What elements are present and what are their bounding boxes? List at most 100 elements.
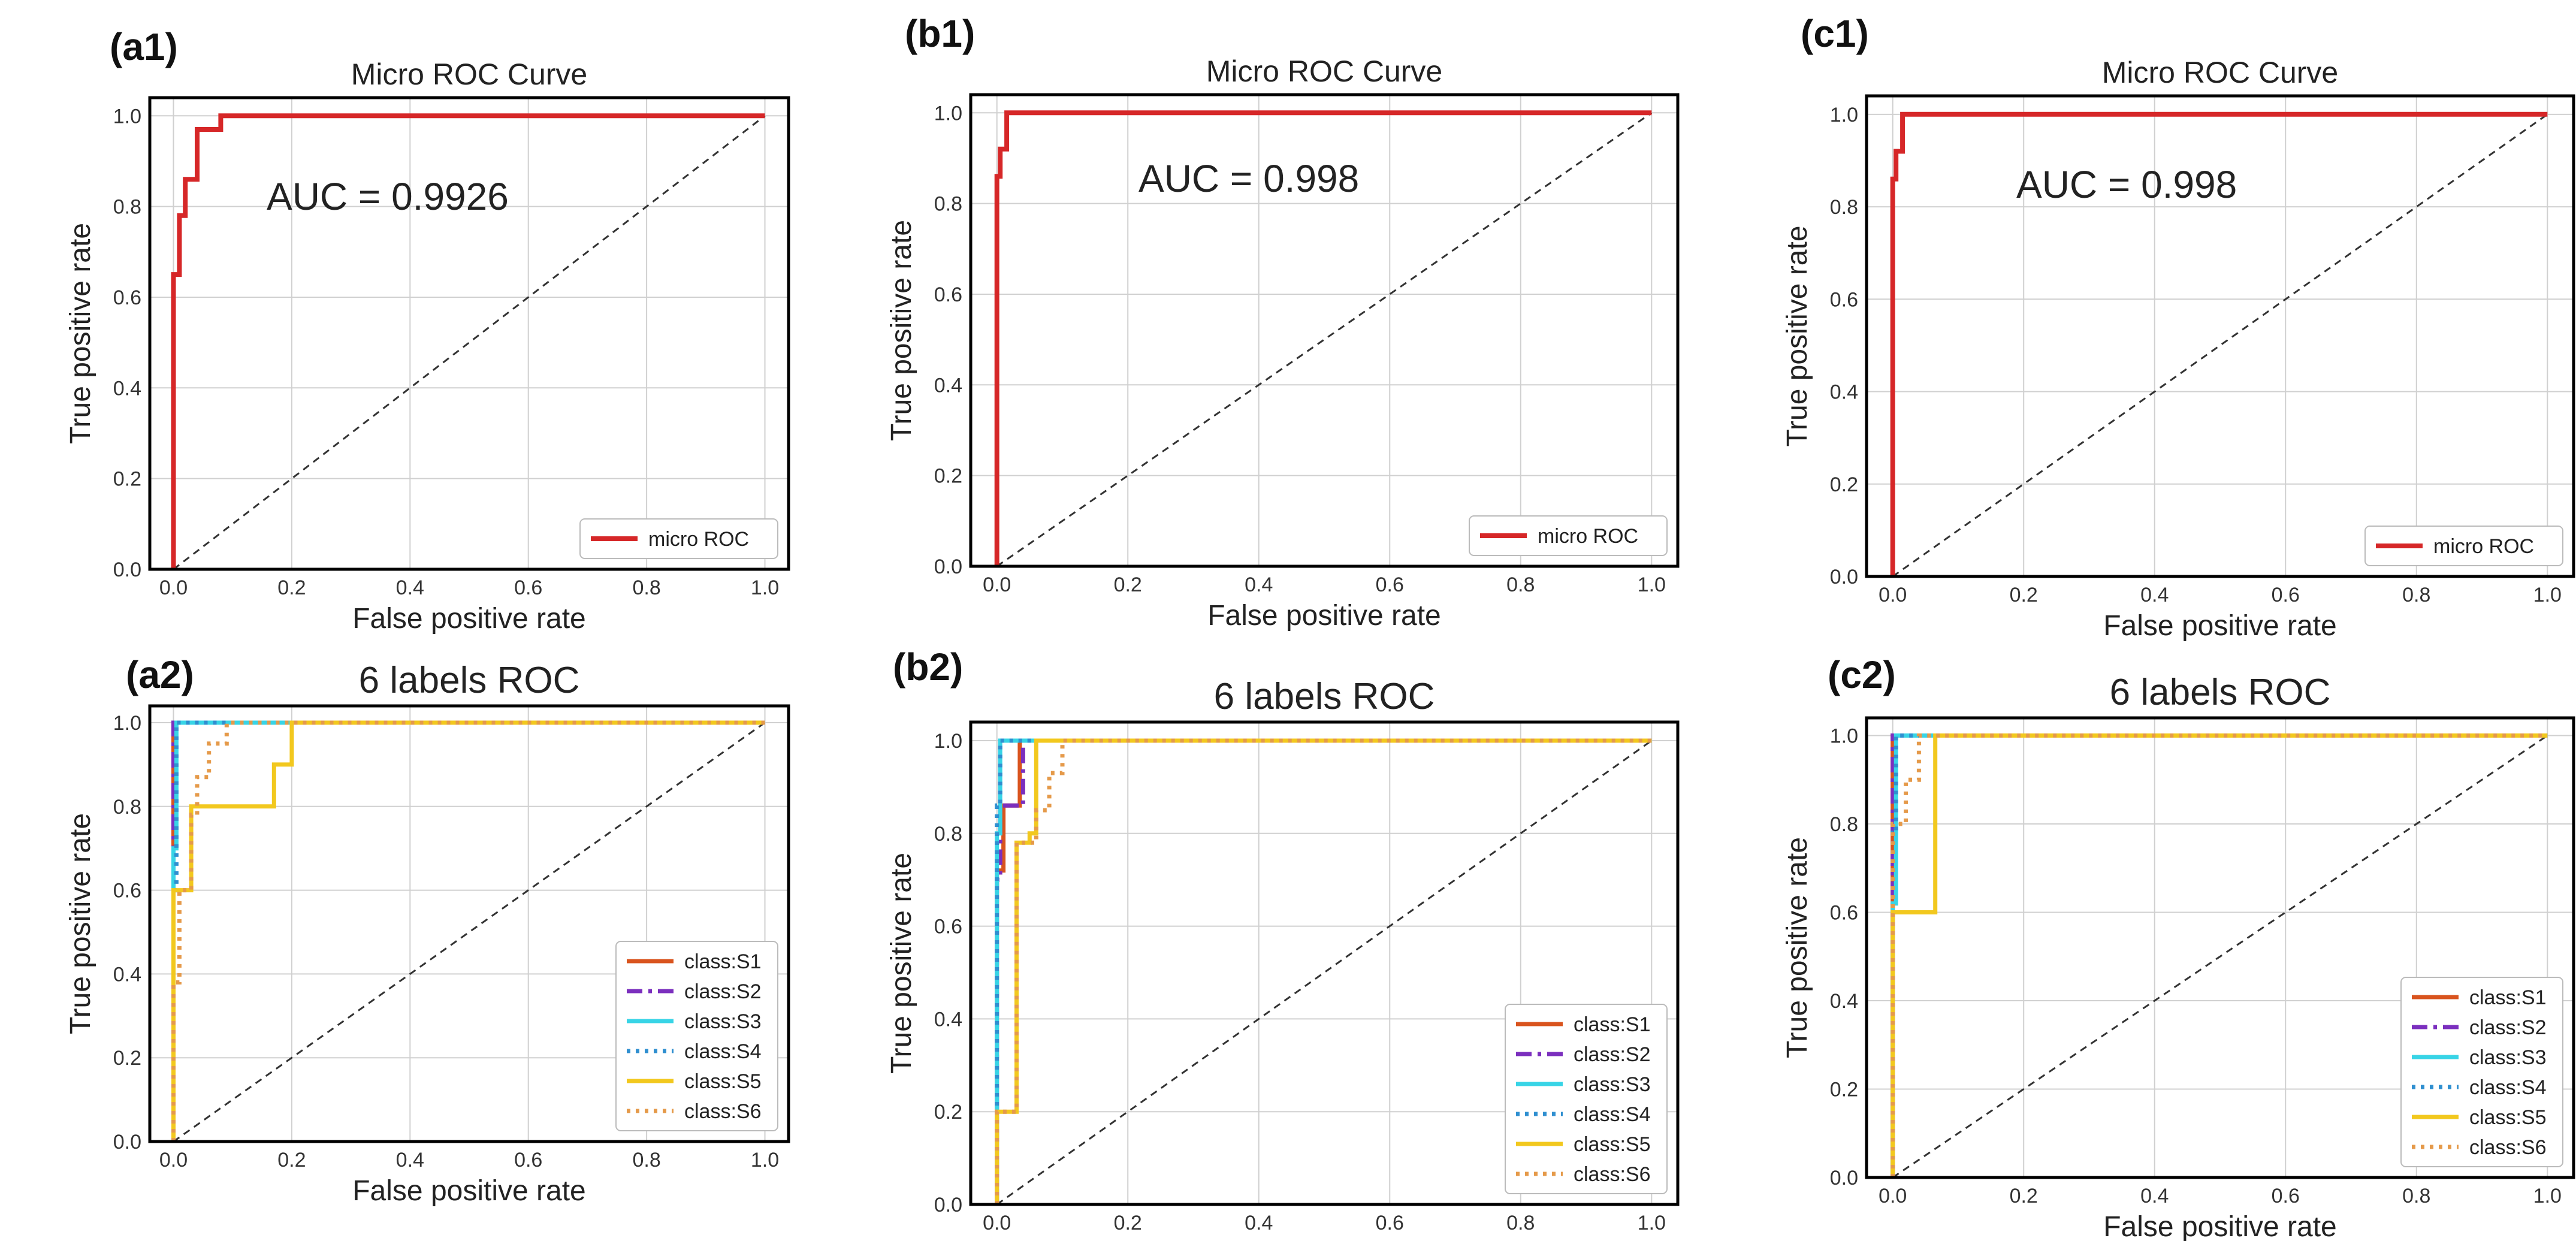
x-axis-label: False positive rate xyxy=(352,603,586,635)
chart-panel-4: (a2) 6 labels ROC 0.0 0.2 0.4 0.6 0.8 1.0 0.0 0.2… xyxy=(65,653,790,1207)
x-tick-label: 0.6 xyxy=(514,1149,542,1171)
plot-frame xyxy=(148,704,790,1143)
legend-box xyxy=(579,518,778,559)
y-tick-label: 0.4 xyxy=(934,1008,962,1031)
plot-frame xyxy=(148,96,790,571)
y-tick-label: 1.0 xyxy=(113,105,141,128)
panel-label: (c2) xyxy=(1828,653,1896,696)
y-axis-label: True positive rate xyxy=(65,223,96,444)
y-tick-label: 0.8 xyxy=(113,196,141,219)
y-tick-label: 0.8 xyxy=(1830,813,1858,836)
panel-label: (a2) xyxy=(126,653,194,696)
legend-box xyxy=(2364,526,2563,566)
x-tick-label: 0.2 xyxy=(2010,584,2038,606)
y-axis-label: True positive rate xyxy=(1781,225,1813,446)
x-tick-label: 0.8 xyxy=(1506,573,1535,596)
x-axis-label: False positive rate xyxy=(352,1175,586,1207)
legend: class:S1 class:S2 class:S3 class:S4 class:S5… xyxy=(615,941,778,1131)
series-line-class-s5 xyxy=(171,720,765,1142)
y-tick-label: 0.4 xyxy=(113,377,141,400)
x-tick-label: 0.8 xyxy=(2402,1185,2430,1207)
chance-diagonal xyxy=(173,115,766,570)
plot-frame xyxy=(1865,716,2575,1179)
legend-box xyxy=(1505,1004,1668,1194)
y-tick-label: 0.2 xyxy=(1830,1079,1858,1101)
y-tick-label: 0.0 xyxy=(934,555,962,578)
x-tick-label: 0.0 xyxy=(983,573,1011,596)
x-tick-label: 0.4 xyxy=(2140,1185,2169,1207)
y-axis-label: True positive rate xyxy=(65,813,96,1034)
y-tick-label: 0.6 xyxy=(934,916,962,938)
y-tick-label: 0.2 xyxy=(934,1101,962,1124)
chance-diagonal xyxy=(996,739,1653,1206)
chart-title: 6 labels ROC xyxy=(359,660,580,701)
x-axis-label: False positive rate xyxy=(1207,1238,1441,1241)
legend: micro ROC xyxy=(2364,526,2563,566)
x-tick-label: 0.4 xyxy=(1245,573,1273,596)
x-tick-label: 0.8 xyxy=(2402,584,2430,606)
x-tick-label: 0.4 xyxy=(2140,584,2169,606)
series-line-micro-roc xyxy=(1890,111,2548,576)
x-tick-label: 0.2 xyxy=(1114,1212,1142,1234)
chart-title: Micro ROC Curve xyxy=(1206,55,1442,88)
x-tick-label: 0.4 xyxy=(396,1149,424,1171)
chart-title: Micro ROC Curve xyxy=(2102,56,2338,89)
x-tick-label: 0.0 xyxy=(1879,584,1907,606)
x-tick-label: 0.8 xyxy=(1506,1212,1535,1234)
chance-diagonal xyxy=(1892,735,2548,1179)
y-axis-label: True positive rate xyxy=(886,853,917,1074)
chart-title: 6 labels ROC xyxy=(2110,672,2331,713)
legend-entry: class:S2 xyxy=(1574,1043,1651,1066)
legend-box xyxy=(1469,515,1668,556)
legend-entry: class:S5 xyxy=(2469,1106,2547,1129)
chart-panel-1: (a1) Micro ROC Curve 0.0 0.2 0.4 0.6 0.8 1.0 0.0… xyxy=(65,25,790,635)
x-tick-label: 0.6 xyxy=(2272,1185,2300,1207)
y-tick-label: 0.4 xyxy=(1830,990,1858,1013)
legend-entry: class:S4 xyxy=(2469,1076,2547,1099)
y-tick-label: 0.6 xyxy=(934,283,962,306)
legend-entry: micro ROC xyxy=(1538,525,1638,548)
x-tick-label: 0.8 xyxy=(632,1149,660,1171)
chart-panel-6: (c2) 6 labels ROC 0.0 0.2 0.4 0.6 0.8 1.0 0.0 0.2… xyxy=(1781,653,2575,1241)
y-tick-label: 0.0 xyxy=(1830,1167,1858,1189)
legend-entry: class:S6 xyxy=(1574,1163,1651,1186)
chance-diagonal xyxy=(1892,113,2548,578)
y-tick-label: 0.8 xyxy=(113,796,141,819)
x-tick-label: 1.0 xyxy=(1638,1212,1666,1234)
legend-entry: class:S1 xyxy=(1574,1013,1651,1036)
y-tick-label: 0.2 xyxy=(1830,473,1858,496)
x-tick-label: 0.0 xyxy=(983,1212,1011,1234)
legend-box xyxy=(2400,977,2563,1167)
x-axis-label: False positive rate xyxy=(2103,1211,2337,1241)
y-tick-label: 0.0 xyxy=(934,1194,962,1216)
legend: class:S1 class:S2 class:S3 class:S4 class:S5… xyxy=(2400,977,2563,1167)
auc-annotation: AUC = 0.998 xyxy=(1138,157,1359,200)
series-line-micro-roc xyxy=(994,110,1652,566)
legend-entry: class:S2 xyxy=(2469,1016,2547,1039)
y-tick-label: 0.8 xyxy=(934,193,962,216)
y-tick-label: 1.0 xyxy=(934,102,962,125)
y-tick-label: 0.4 xyxy=(1830,381,1858,404)
legend-entry: class:S1 xyxy=(2469,986,2547,1009)
chart-panel-3: (c1) Micro ROC Curve 0.0 0.2 0.4 0.6 0.8 1.0 0.0… xyxy=(1781,12,2575,642)
x-tick-label: 0.4 xyxy=(396,576,424,599)
y-tick-label: 0.8 xyxy=(1830,196,1858,219)
y-tick-label: 0.6 xyxy=(1830,288,1858,311)
x-tick-label: 0.6 xyxy=(1376,573,1404,596)
auc-annotation: AUC = 0.998 xyxy=(2016,163,2237,206)
x-tick-label: 1.0 xyxy=(2533,584,2562,606)
x-tick-label: 0.8 xyxy=(632,576,660,599)
y-tick-label: 0.4 xyxy=(113,963,141,986)
x-tick-label: 0.0 xyxy=(1879,1185,1907,1207)
series-line-class-s6 xyxy=(995,738,1652,1204)
chart-panel-5: (b2) 6 labels ROC 0.0 0.2 0.4 0.6 0.8 1.0 0.0 0.2… xyxy=(886,645,1680,1241)
x-tick-label: 0.2 xyxy=(1114,573,1142,596)
x-tick-label: 1.0 xyxy=(1638,573,1666,596)
legend-entry: micro ROC xyxy=(648,528,749,551)
x-axis-label: False positive rate xyxy=(1207,600,1441,632)
legend-entry: class:S6 xyxy=(2469,1136,2547,1159)
plot-frame xyxy=(969,93,1680,568)
legend-entry: class:S2 xyxy=(684,980,762,1003)
panel-label: (a1) xyxy=(110,25,178,68)
